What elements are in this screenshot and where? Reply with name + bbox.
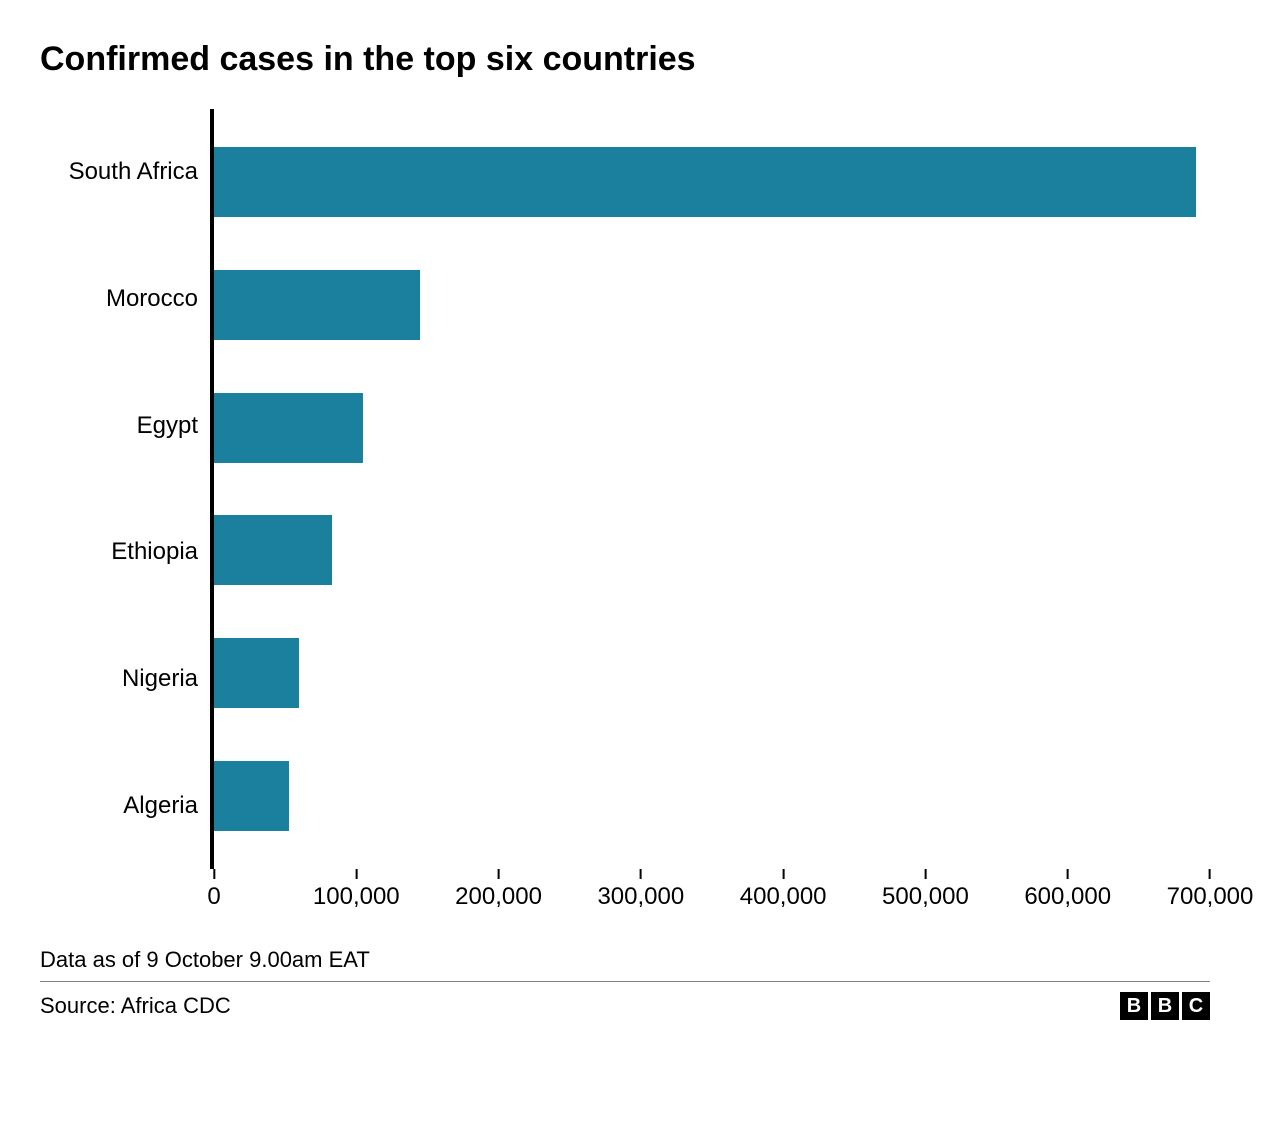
footnote-text: Data as of 9 October 9.00am EAT [40, 939, 1210, 981]
bars-group [214, 109, 1210, 869]
bar [214, 270, 420, 340]
x-tick-label: 600,000 [1024, 883, 1111, 911]
plot-row: South Africa Morocco Egypt Ethiopia Nigeria A… [40, 109, 1210, 869]
chart-footer: Data as of 9 October 9.00am EAT Source: … [40, 939, 1210, 1020]
y-axis-label: Egypt [40, 414, 198, 438]
x-tick: 0 [207, 869, 220, 911]
x-axis-ticks: 0100,000200,000300,000400,000500,000600,… [214, 869, 1210, 909]
bbc-logo-box: B [1120, 992, 1148, 1020]
x-tick-label: 400,000 [740, 883, 827, 911]
x-tick-mark [213, 869, 215, 879]
x-tick: 100,000 [313, 869, 400, 911]
chart-container: Confirmed cases in the top six countries… [0, 0, 1280, 1148]
bar [214, 761, 289, 831]
bar [214, 147, 1196, 217]
plot-area [210, 109, 1210, 869]
x-tick: 200,000 [455, 869, 542, 911]
y-axis-label: Morocco [40, 287, 198, 311]
bar-slot [214, 515, 1210, 585]
y-axis-label: Ethiopia [40, 540, 198, 564]
x-tick-mark [498, 869, 500, 879]
bar-slot [214, 761, 1210, 831]
chart-wrap: South Africa Morocco Egypt Ethiopia Nigeria A… [40, 109, 1210, 909]
x-tick-mark [924, 869, 926, 879]
x-tick: 400,000 [740, 869, 827, 911]
x-tick-label: 300,000 [597, 883, 684, 911]
y-axis-labels: South Africa Morocco Egypt Ethiopia Nigeria A… [40, 109, 210, 869]
x-tick-label: 700,000 [1167, 883, 1254, 911]
x-tick-label: 0 [207, 883, 220, 911]
x-tick-mark [782, 869, 784, 879]
bar-slot [214, 147, 1210, 217]
bar-slot [214, 270, 1210, 340]
bar [214, 393, 363, 463]
y-axis-label: Nigeria [40, 667, 198, 691]
x-tick-mark [1209, 869, 1211, 879]
chart-title: Confirmed cases in the top six countries [40, 40, 1210, 79]
bbc-logo: BBC [1120, 992, 1210, 1020]
x-tick-label: 500,000 [882, 883, 969, 911]
bar-slot [214, 638, 1210, 708]
x-axis-spacer [40, 869, 214, 909]
bar [214, 515, 332, 585]
y-axis-label: Algeria [40, 794, 198, 818]
x-tick: 700,000 [1167, 869, 1254, 911]
x-tick-mark [1067, 869, 1069, 879]
bar-slot [214, 393, 1210, 463]
bar [214, 638, 299, 708]
x-tick: 600,000 [1024, 869, 1111, 911]
bbc-logo-box: B [1151, 992, 1179, 1020]
bbc-logo-box: C [1182, 992, 1210, 1020]
y-axis-label: South Africa [40, 160, 198, 184]
x-tick-mark [355, 869, 357, 879]
x-tick-mark [640, 869, 642, 879]
source-row: Source: Africa CDC BBC [40, 982, 1210, 1020]
x-axis-row: 0 100,000 200,000 300,000 400,000 500,000 600,… [40, 869, 1210, 909]
x-tick-label: 100,000 [313, 883, 400, 911]
source-text: Source: Africa CDC [40, 993, 231, 1019]
x-tick: 500,000 [882, 869, 969, 911]
x-tick-label: 200,000 [455, 883, 542, 911]
x-tick: 300,000 [597, 869, 684, 911]
